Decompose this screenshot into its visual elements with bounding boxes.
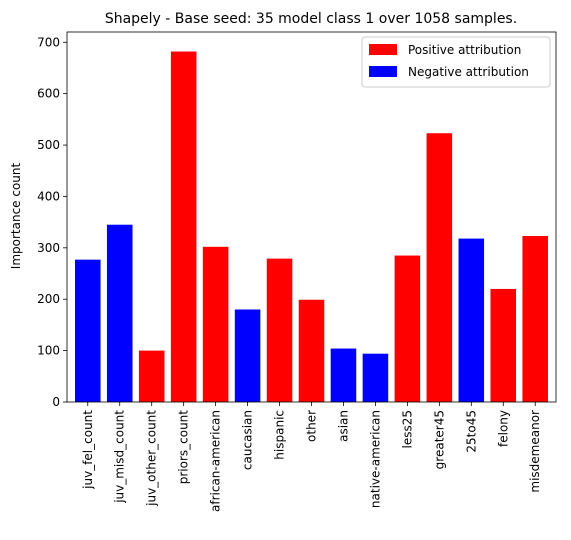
y-tick-label-300: 300 (37, 241, 60, 255)
x-axis: juv_fel_count juv_misd_count juv_other_cou… (81, 402, 542, 512)
x-tick-label-juv_other_count: juv_other_count (145, 410, 159, 507)
x-tick-label-misdemeanor: misdemeanor (528, 410, 542, 493)
y-tick-label-700: 700 (37, 35, 60, 49)
plot-area (66, 31, 557, 403)
y-tick-label-0: 0 (52, 395, 60, 409)
bar-hispanic (266, 258, 293, 402)
y-tick-label-200: 200 (37, 292, 60, 306)
legend: Positive attribution Negative attribution (361, 36, 551, 88)
x-tick-label-felony: felony (496, 410, 510, 447)
y-axis-label: Importance count (9, 162, 23, 269)
bar-other (298, 299, 325, 402)
bar-juv_fel_count (74, 259, 101, 402)
bar-25to45 (458, 238, 485, 402)
bar-less25 (394, 255, 421, 402)
y-tick-label-400: 400 (37, 189, 60, 203)
bar-juv_other_count (138, 350, 165, 402)
bar-greater45 (426, 133, 453, 402)
chart-title: Shapely - Base seed: 35 model class 1 ov… (105, 11, 517, 27)
bar-felony (490, 288, 517, 402)
y-axis: 0 100 200 300 400 500 600 700 (37, 35, 67, 409)
bar-caucasian (234, 309, 261, 402)
x-tick-label-less25: less25 (400, 410, 414, 449)
x-tick-label-priors_count: priors_count (177, 410, 191, 485)
x-tick-label-other: other (305, 410, 319, 442)
bar-african-american (202, 246, 229, 402)
legend-label-negative: Negative attribution (408, 65, 529, 79)
bar-priors_count (170, 51, 197, 403)
y-tick-label-100: 100 (37, 344, 60, 358)
bar-misdemeanor (522, 236, 549, 402)
legend-box (361, 36, 551, 88)
x-tick-label-african-american: african-american (209, 410, 223, 512)
legend-swatch-negative (369, 66, 397, 77)
bar-asian (330, 348, 357, 402)
x-tick-label-hispanic: hispanic (273, 410, 287, 460)
y-tick-label-500: 500 (37, 138, 60, 152)
x-tick-label-25to45: 25to45 (464, 410, 478, 453)
x-tick-label-juv_misd_count: juv_misd_count (113, 410, 127, 504)
bar-native-american (362, 353, 389, 402)
x-tick-label-asian: asian (336, 410, 350, 442)
y-tick-label-600: 600 (37, 87, 60, 101)
x-tick-label-greater45: greater45 (432, 410, 446, 469)
legend-swatch-positive (369, 44, 397, 55)
x-tick-label-native-american: native-american (368, 410, 382, 508)
x-tick-label-juv_fel_count: juv_fel_count (81, 410, 95, 490)
bar-juv_misd_count (106, 224, 133, 402)
x-tick-label-caucasian: caucasian (241, 410, 255, 470)
legend-label-positive: Positive attribution (408, 43, 521, 57)
